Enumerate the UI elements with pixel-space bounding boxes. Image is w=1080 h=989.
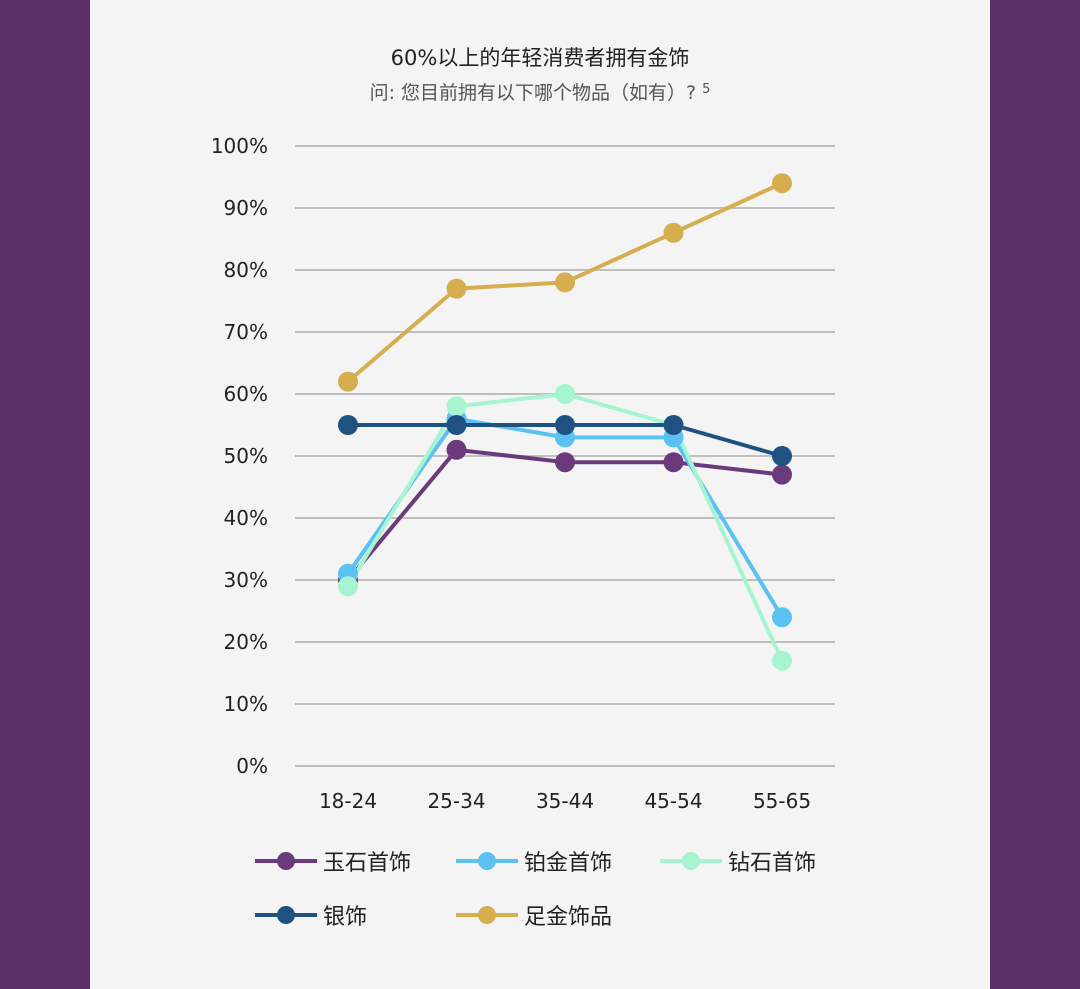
legend-label: 银饰 (323, 905, 368, 930)
data-point (446, 396, 467, 417)
legend-marker (277, 906, 295, 924)
data-point (338, 371, 358, 392)
legend-marker (682, 852, 700, 870)
chart-title: 60%以上的年轻消费者拥有金饰 (390, 46, 690, 70)
data-point (338, 576, 358, 597)
data-point (772, 650, 792, 671)
data-point (446, 439, 467, 460)
legend-label: 玉石首饰 (323, 851, 412, 876)
legend-label: 铂金首饰 (524, 851, 613, 876)
x-tick-label: 25-34 (427, 789, 485, 813)
y-tick-label: 50% (224, 444, 268, 468)
y-tick-label: 80% (224, 258, 268, 282)
legend-item: 铂金首饰 (456, 846, 612, 876)
y-tick-label: 60% (224, 382, 268, 406)
chart-card (90, 0, 990, 989)
legend-marker (478, 906, 496, 924)
data-point (555, 415, 575, 435)
x-tick-label: 45-54 (644, 789, 702, 813)
legend-swatch (255, 906, 317, 924)
legend-item: 足金饰品 (456, 900, 612, 930)
data-point (446, 415, 467, 435)
data-point (663, 222, 684, 243)
legend-marker (277, 852, 295, 870)
data-point (555, 272, 575, 293)
y-tick-label: 0% (236, 754, 268, 778)
y-tick-label: 70% (224, 320, 268, 344)
x-tick-label: 35-44 (536, 789, 594, 813)
y-tick-label: 20% (224, 630, 268, 654)
data-point (338, 415, 358, 435)
legend-item: 玉石首饰 (255, 846, 411, 876)
legend-marker (478, 852, 496, 870)
legend-label: 钻石首饰 (728, 851, 817, 876)
legend-swatch (456, 852, 518, 870)
legend-swatch (456, 906, 518, 924)
footnote-marker: 5 (702, 82, 711, 97)
y-tick-label: 10% (224, 692, 268, 716)
data-point (772, 446, 792, 466)
data-point (772, 607, 792, 628)
legend-swatch (660, 852, 722, 870)
x-tick-label: 55-65 (753, 789, 811, 813)
chart-subtitle: 问: 您目前拥有以下哪个物品（如有）? 5 (0, 78, 1080, 105)
data-point (446, 278, 467, 299)
y-tick-label: 100% (211, 134, 268, 158)
y-tick-label: 30% (224, 568, 268, 592)
y-tick-label: 40% (224, 506, 268, 530)
data-point (555, 452, 575, 473)
legend-swatch (255, 852, 317, 870)
data-point (663, 452, 684, 473)
legend-item: 钻石首饰 (660, 846, 816, 876)
data-point (772, 464, 792, 485)
data-point (772, 173, 792, 194)
subtitle-text: 问: 您目前拥有以下哪个物品（如有）? (369, 82, 697, 104)
y-tick-label: 90% (224, 196, 268, 220)
legend-label: 足金饰品 (524, 905, 613, 930)
x-tick-label: 18-24 (319, 789, 377, 813)
data-point (555, 384, 575, 404)
legend-item: 银饰 (255, 900, 367, 930)
data-point (663, 415, 684, 435)
